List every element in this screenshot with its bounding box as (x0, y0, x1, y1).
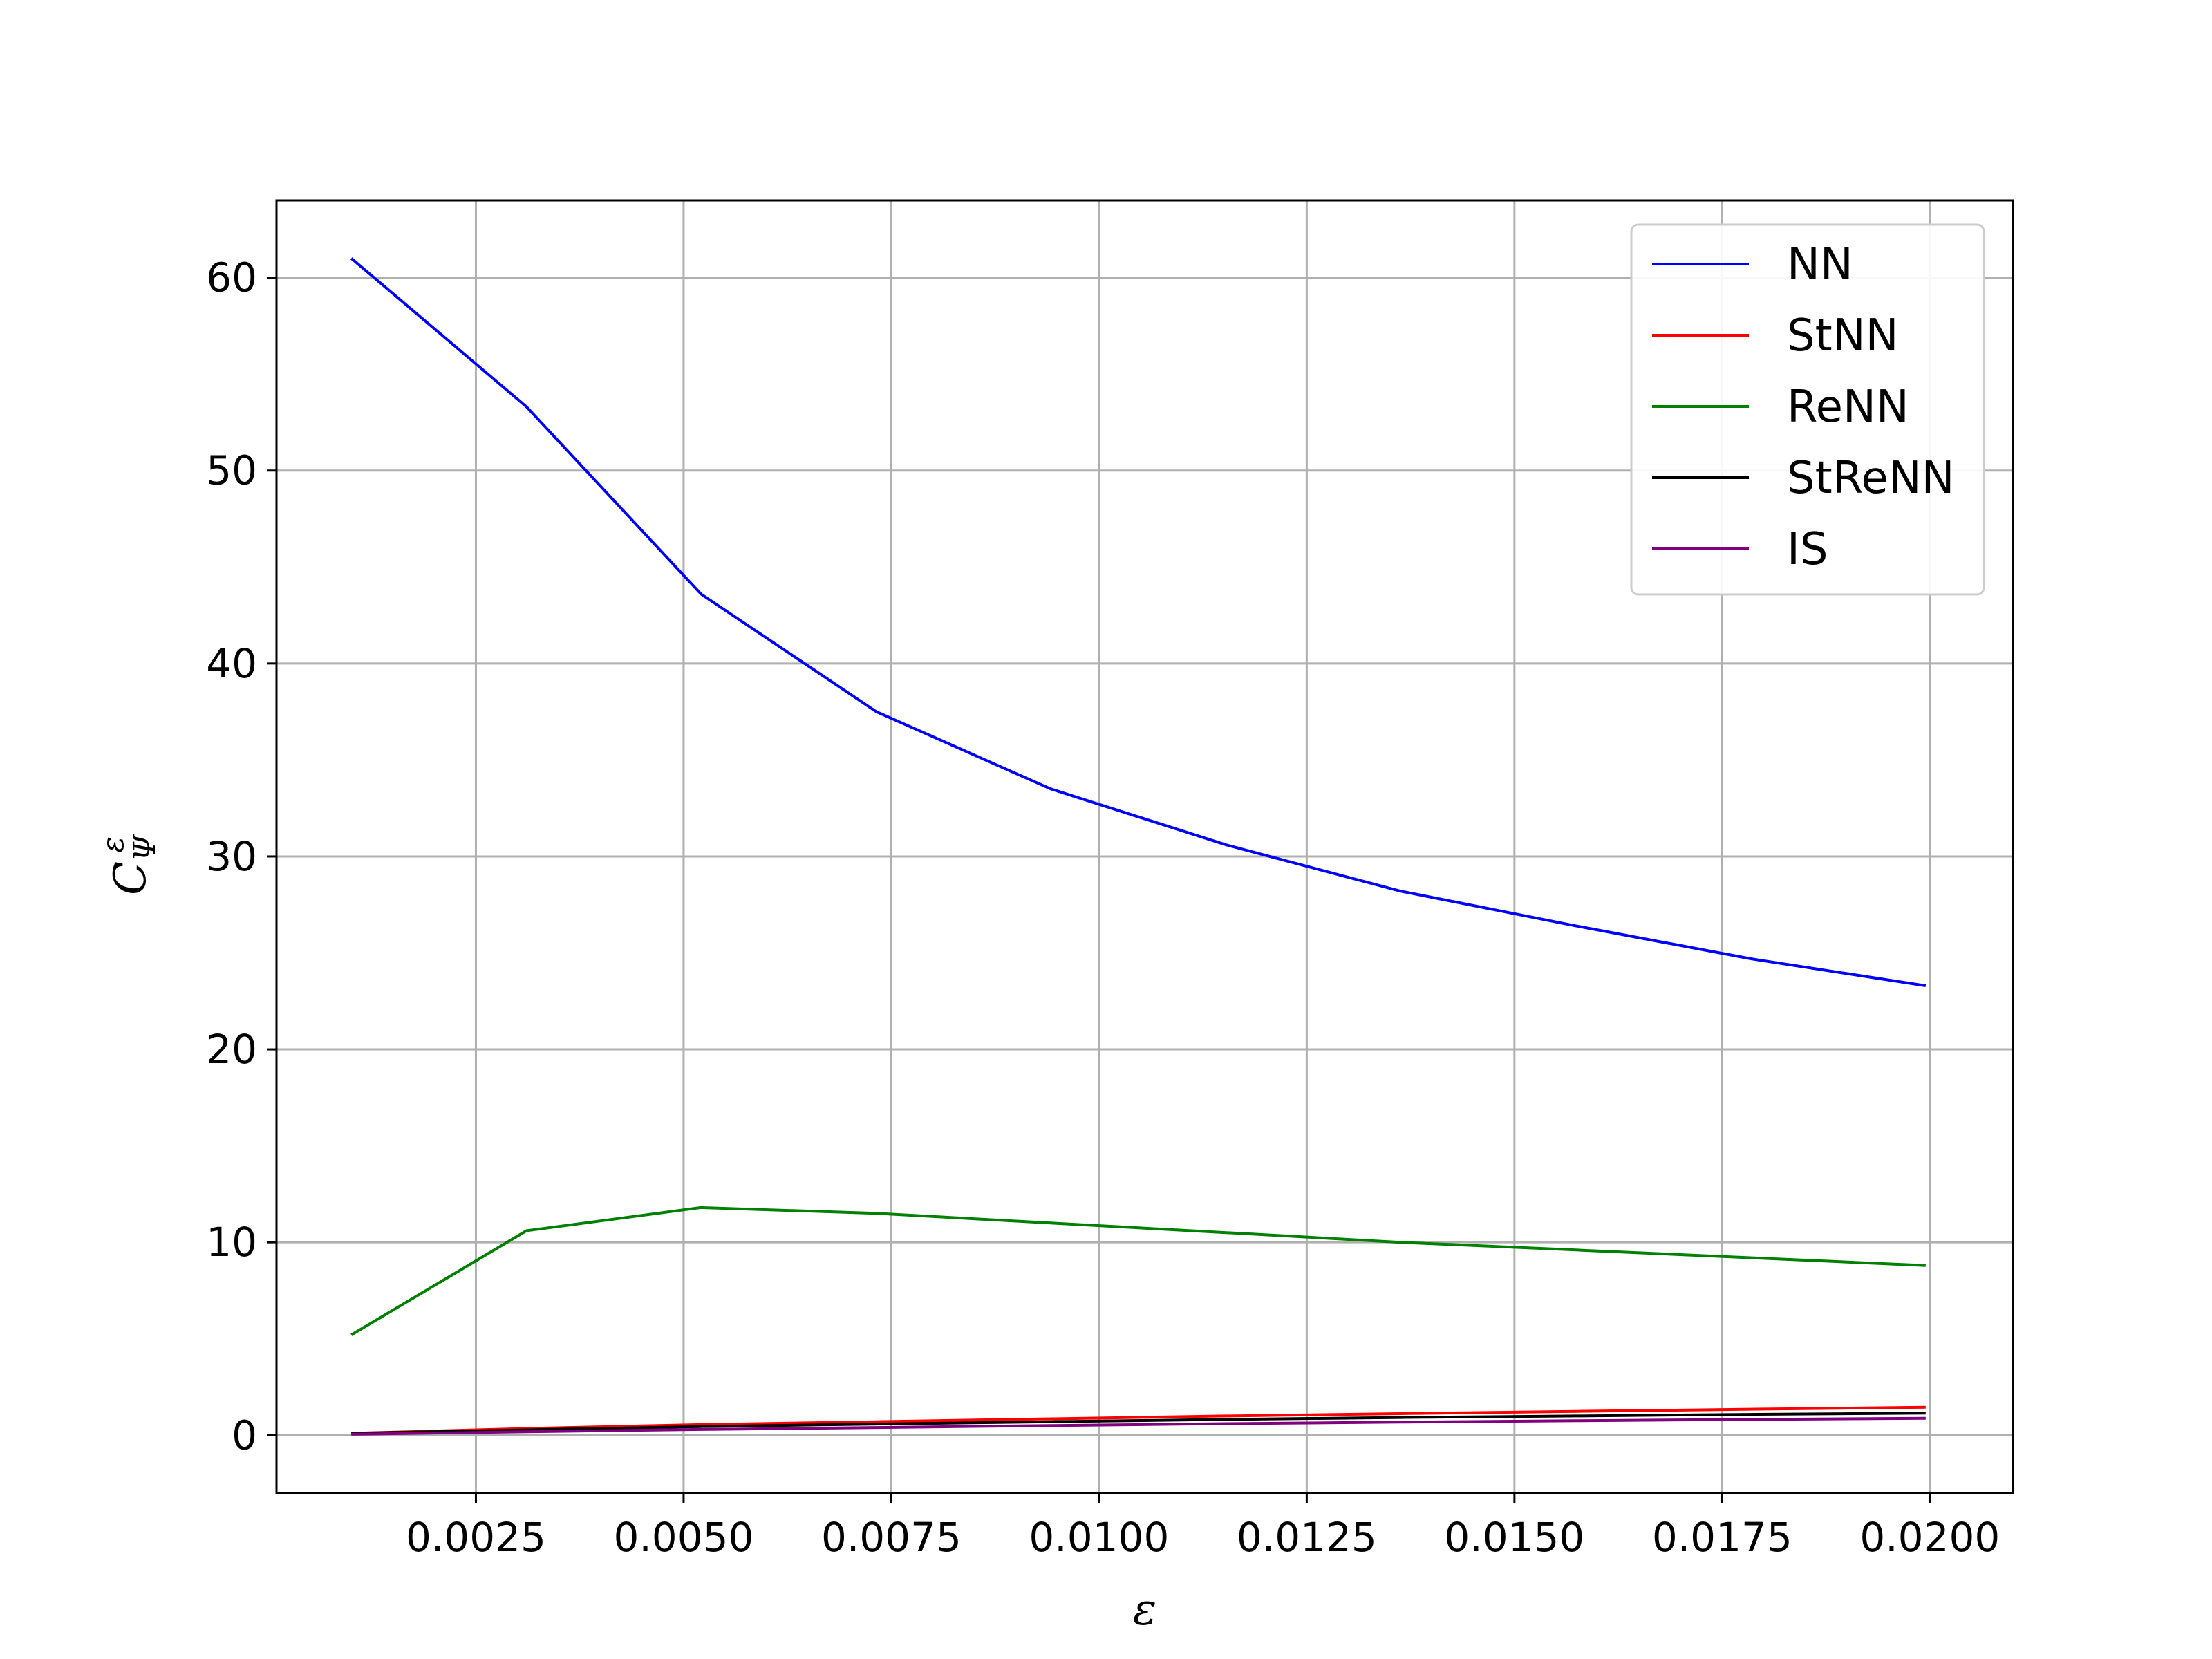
y-tick-label: 60 (206, 254, 257, 301)
plot-frame (275, 199, 2014, 1494)
legend-label-strenn: StReNN (1787, 453, 1954, 504)
series-line-strenn (351, 1412, 1926, 1435)
y-axis-label-main: C (105, 861, 156, 895)
series-group (350, 257, 1927, 1436)
x-tick-label: 0.0175 (1652, 1514, 1792, 1561)
legend-label-stnn: StNN (1787, 310, 1898, 362)
y-axis-label-text: CΨε (95, 834, 162, 895)
series-line-stnn (351, 1405, 1926, 1435)
x-tick-label: 0.0200 (1859, 1514, 2000, 1561)
x-tick-label: 0.0100 (1029, 1514, 1169, 1561)
legend: NN StNN ReNN StReNN IS (1630, 223, 1985, 596)
series-line-nn (350, 257, 1927, 987)
y-tick-label: 40 (206, 640, 257, 687)
series-line-is (351, 1416, 1926, 1436)
y-tick-label: 30 (206, 833, 257, 880)
legend-label-nn: NN (1787, 239, 1853, 290)
legend-box (1630, 223, 1985, 596)
y-axis-label-superscript: ε (95, 836, 131, 853)
y-tick-label: 10 (206, 1219, 257, 1266)
x-tick-label: 0.0025 (406, 1514, 546, 1561)
legend-label-renn: ReNN (1787, 382, 1909, 433)
x-tick-label: 0.0125 (1237, 1514, 1377, 1561)
y-axis-label: CΨε (95, 834, 162, 895)
grid (276, 200, 2013, 1493)
y-axis: 0 10 20 30 40 50 60 (206, 254, 276, 1459)
x-axis: 0.0025 0.0050 0.0075 0.0100 0.0125 0.0150 0.01… (406, 1493, 2000, 1561)
x-tick-label: 0.0050 (613, 1514, 753, 1561)
x-tick-label: 0.0150 (1444, 1514, 1584, 1561)
x-axis-label: ε (1133, 1584, 1156, 1635)
legend-label-is: IS (1787, 524, 1828, 575)
series-line-renn (350, 1206, 1926, 1336)
y-axis-label-subscript: Ψ (127, 834, 162, 861)
y-tick-label: 0 (232, 1412, 257, 1459)
x-tick-label: 0.0075 (821, 1514, 962, 1561)
y-tick-label: 50 (206, 447, 257, 494)
y-tick-label: 20 (206, 1026, 257, 1073)
